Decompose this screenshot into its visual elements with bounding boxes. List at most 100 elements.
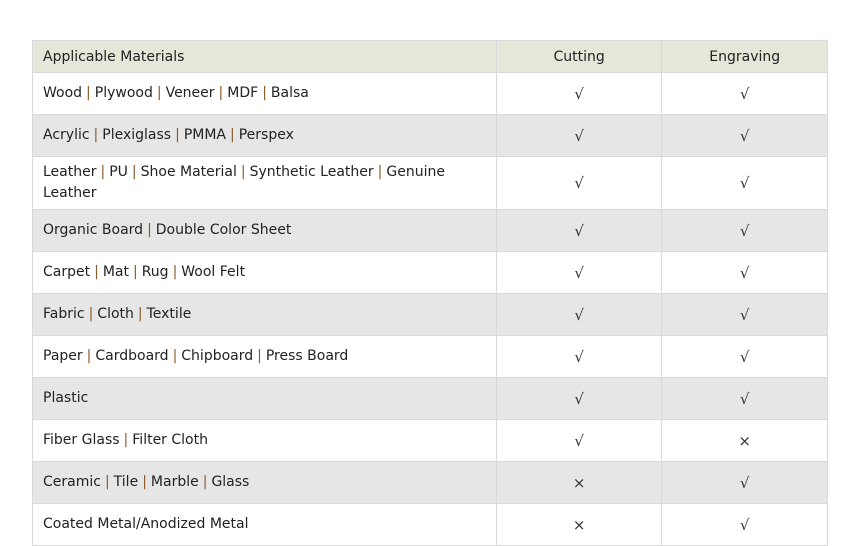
material-name: Paper (43, 348, 83, 364)
material-name: Textile (146, 306, 192, 322)
materials-cell: Leather | PU | Shoe Material | Synthetic Leath… (32, 156, 497, 210)
engraving-cell: √ (661, 114, 828, 157)
material-name: PMMA (183, 127, 226, 143)
cutting-cell: √ (495, 209, 663, 252)
material-name: Plexiglass (102, 127, 172, 143)
table-row: Acrylic | Plexiglass | PMMA | Perspex √ √ (32, 114, 828, 157)
table-row: Organic Board | Double Color Sheet √ √ (32, 209, 828, 252)
separator: | (100, 164, 106, 180)
material-name: Double Color Sheet (155, 222, 292, 238)
separator: | (93, 127, 99, 143)
material-name: Plastic (43, 390, 89, 406)
separator: | (88, 306, 94, 322)
separator: | (240, 164, 246, 180)
engraving-cell: √ (661, 156, 828, 210)
material-name: Veneer (165, 85, 215, 101)
material-name: Glass (211, 474, 250, 490)
cutting-cell: × (495, 503, 663, 546)
material-name: Chipboard (181, 348, 254, 364)
cutting-cell: × (495, 461, 663, 504)
engraving-cell: √ (661, 335, 828, 378)
header-row: Applicable Materials Cutting Engraving (32, 40, 828, 73)
engraving-cell: √ (661, 503, 828, 546)
cutting-cell: √ (495, 335, 663, 378)
cutting-cell: √ (495, 114, 663, 157)
material-name: Perspex (238, 127, 294, 143)
material-name: MDF (227, 85, 259, 101)
materials-cell: Organic Board | Double Color Sheet (32, 209, 497, 252)
material-name: Rug (141, 264, 169, 280)
material-name: PU (109, 164, 128, 180)
material-name: Filter Cloth (132, 432, 208, 448)
separator: | (262, 85, 267, 101)
material-name: Carpet (43, 264, 91, 280)
separator: | (230, 127, 235, 143)
material-name: Wood (43, 85, 83, 101)
material-name: Coated Metal/Anodized Metal (43, 516, 249, 532)
material-name: Marble (150, 474, 199, 490)
separator: | (86, 85, 91, 101)
engraving-cell: √ (661, 293, 828, 336)
material-name: Mat (102, 264, 129, 280)
separator: | (132, 264, 138, 280)
table-row: Paper | Cardboard | Chipboard | Press Board √ √ (32, 335, 828, 378)
engraving-cell: √ (661, 461, 828, 504)
materials-table: Applicable Materials Cutting Engraving W… (32, 40, 828, 546)
separator: | (202, 474, 208, 490)
separator: | (218, 85, 224, 101)
materials-cell: Coated Metal/Anodized Metal (32, 503, 497, 546)
engraving-cell: √ (661, 377, 828, 420)
separator: | (147, 222, 152, 238)
materials-cell: Ceramic | Tile | Marble | Glass (32, 461, 497, 504)
engraving-cell: × (661, 419, 828, 462)
separator: | (172, 348, 178, 364)
separator: | (142, 474, 147, 490)
material-name: Leather (43, 164, 97, 180)
material-name: Press Board (265, 348, 349, 364)
separator: | (257, 348, 262, 364)
materials-cell: Plastic (32, 377, 497, 420)
table-row: Plastic √ √ (32, 377, 828, 420)
material-name: Genuine Leather (43, 164, 445, 201)
cutting-cell: √ (495, 156, 663, 210)
separator: | (94, 264, 99, 280)
engraving-cell: √ (661, 251, 828, 294)
material-name: Acrylic (43, 127, 90, 143)
separator: | (377, 164, 383, 180)
material-name: Tile (113, 474, 139, 490)
header-cutting: Cutting (495, 40, 663, 73)
material-name: Cloth (97, 306, 134, 322)
materials-cell: Carpet | Mat | Rug | Wool Felt (32, 251, 497, 294)
table-row: Leather | PU | Shoe Material | Synthetic Leath… (32, 156, 828, 210)
table-row: Carpet | Mat | Rug | Wool Felt √ √ (32, 251, 828, 294)
materials-cell: Fiber Glass | Filter Cloth (32, 419, 497, 462)
cutting-cell: √ (495, 251, 663, 294)
material-name: Balsa (270, 85, 309, 101)
cutting-cell: √ (495, 72, 663, 115)
cutting-cell: √ (495, 377, 663, 420)
table-row: Coated Metal/Anodized Metal × √ (32, 503, 828, 546)
header-materials: Applicable Materials (32, 40, 497, 73)
material-name: Plywood (94, 85, 153, 101)
cutting-cell: √ (495, 293, 663, 336)
materials-cell: Fabric | Cloth | Textile (32, 293, 497, 336)
separator: | (123, 432, 129, 448)
separator: | (104, 474, 110, 490)
material-name: Shoe Material (140, 164, 237, 180)
engraving-cell: √ (661, 72, 828, 115)
cutting-cell: √ (495, 419, 663, 462)
material-name: Organic Board (43, 222, 144, 238)
material-name: Fiber Glass (43, 432, 120, 448)
material-name: Ceramic (43, 474, 101, 490)
separator: | (175, 127, 180, 143)
header-engraving: Engraving (661, 40, 828, 73)
material-name: Fabric (43, 306, 85, 322)
separator: | (156, 85, 162, 101)
materials-cell: Wood | Plywood | Veneer | MDF | Balsa (32, 72, 497, 115)
engraving-cell: √ (661, 209, 828, 252)
table-row: Fiber Glass | Filter Cloth √ × (32, 419, 828, 462)
materials-cell: Paper | Cardboard | Chipboard | Press Board (32, 335, 497, 378)
separator: | (137, 306, 143, 322)
table-row: Wood | Plywood | Veneer | MDF | Balsa √ √ (32, 72, 828, 115)
table-row: Ceramic | Tile | Marble | Glass × √ (32, 461, 828, 504)
